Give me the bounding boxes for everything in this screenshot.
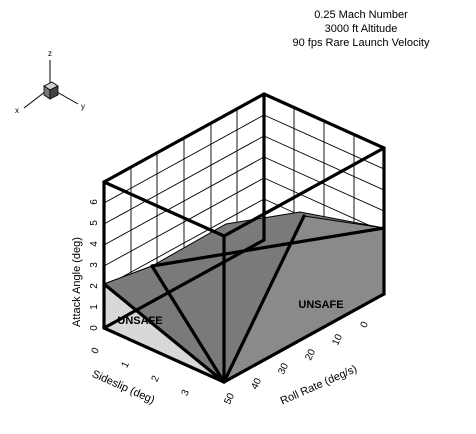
z-axis-ticks: 0 1 2 3 4 5 6 [89, 199, 100, 331]
x-tick: 50 [222, 391, 237, 406]
orientation-triad-icon: z x y [15, 49, 85, 115]
z-tick: 4 [89, 241, 100, 247]
triad-label-z: z [48, 49, 52, 58]
y-axis-ticks: 0 1 2 3 [90, 346, 193, 398]
x-tick: 30 [276, 361, 291, 376]
title-line-1: 0.25 Mach Number [314, 9, 408, 21]
x-tick: 0 [359, 320, 372, 330]
z-tick: 5 [89, 220, 100, 226]
x-tick: 20 [303, 347, 318, 362]
z-tick: 6 [89, 199, 100, 205]
z-tick: 2 [89, 283, 100, 289]
region-label-right: UNSAFE [298, 299, 343, 311]
x-axis-ticks: 50 40 30 20 10 0 [222, 320, 371, 407]
z-tick: 1 [89, 304, 100, 310]
triad-label-y: y [81, 102, 85, 111]
z-axis-label: Attack Angle (deg) [71, 237, 83, 327]
title-line-2: 3000 ft Altitude [325, 23, 398, 35]
y-axis-label: Sideslip (deg) [90, 368, 156, 406]
x-axis-label: Roll Rate (deg/s) [279, 363, 359, 408]
x-tick: 10 [330, 332, 345, 347]
y-tick: 1 [120, 360, 133, 370]
triad-label-x: x [15, 106, 19, 115]
frame-lines [102, 92, 386, 384]
y-tick: 3 [180, 388, 193, 398]
region-label-left: UNSAFE [117, 315, 162, 327]
y-tick: 0 [90, 346, 103, 356]
title-line-3: 90 fps Rare Launch Velocity [293, 37, 430, 49]
z-tick: 0 [89, 325, 100, 331]
chart-title: 0.25 Mach Number 3000 ft Altitude 90 fps… [293, 9, 430, 49]
x-tick: 40 [249, 376, 264, 391]
y-tick: 2 [150, 374, 163, 384]
z-tick: 3 [89, 262, 100, 268]
